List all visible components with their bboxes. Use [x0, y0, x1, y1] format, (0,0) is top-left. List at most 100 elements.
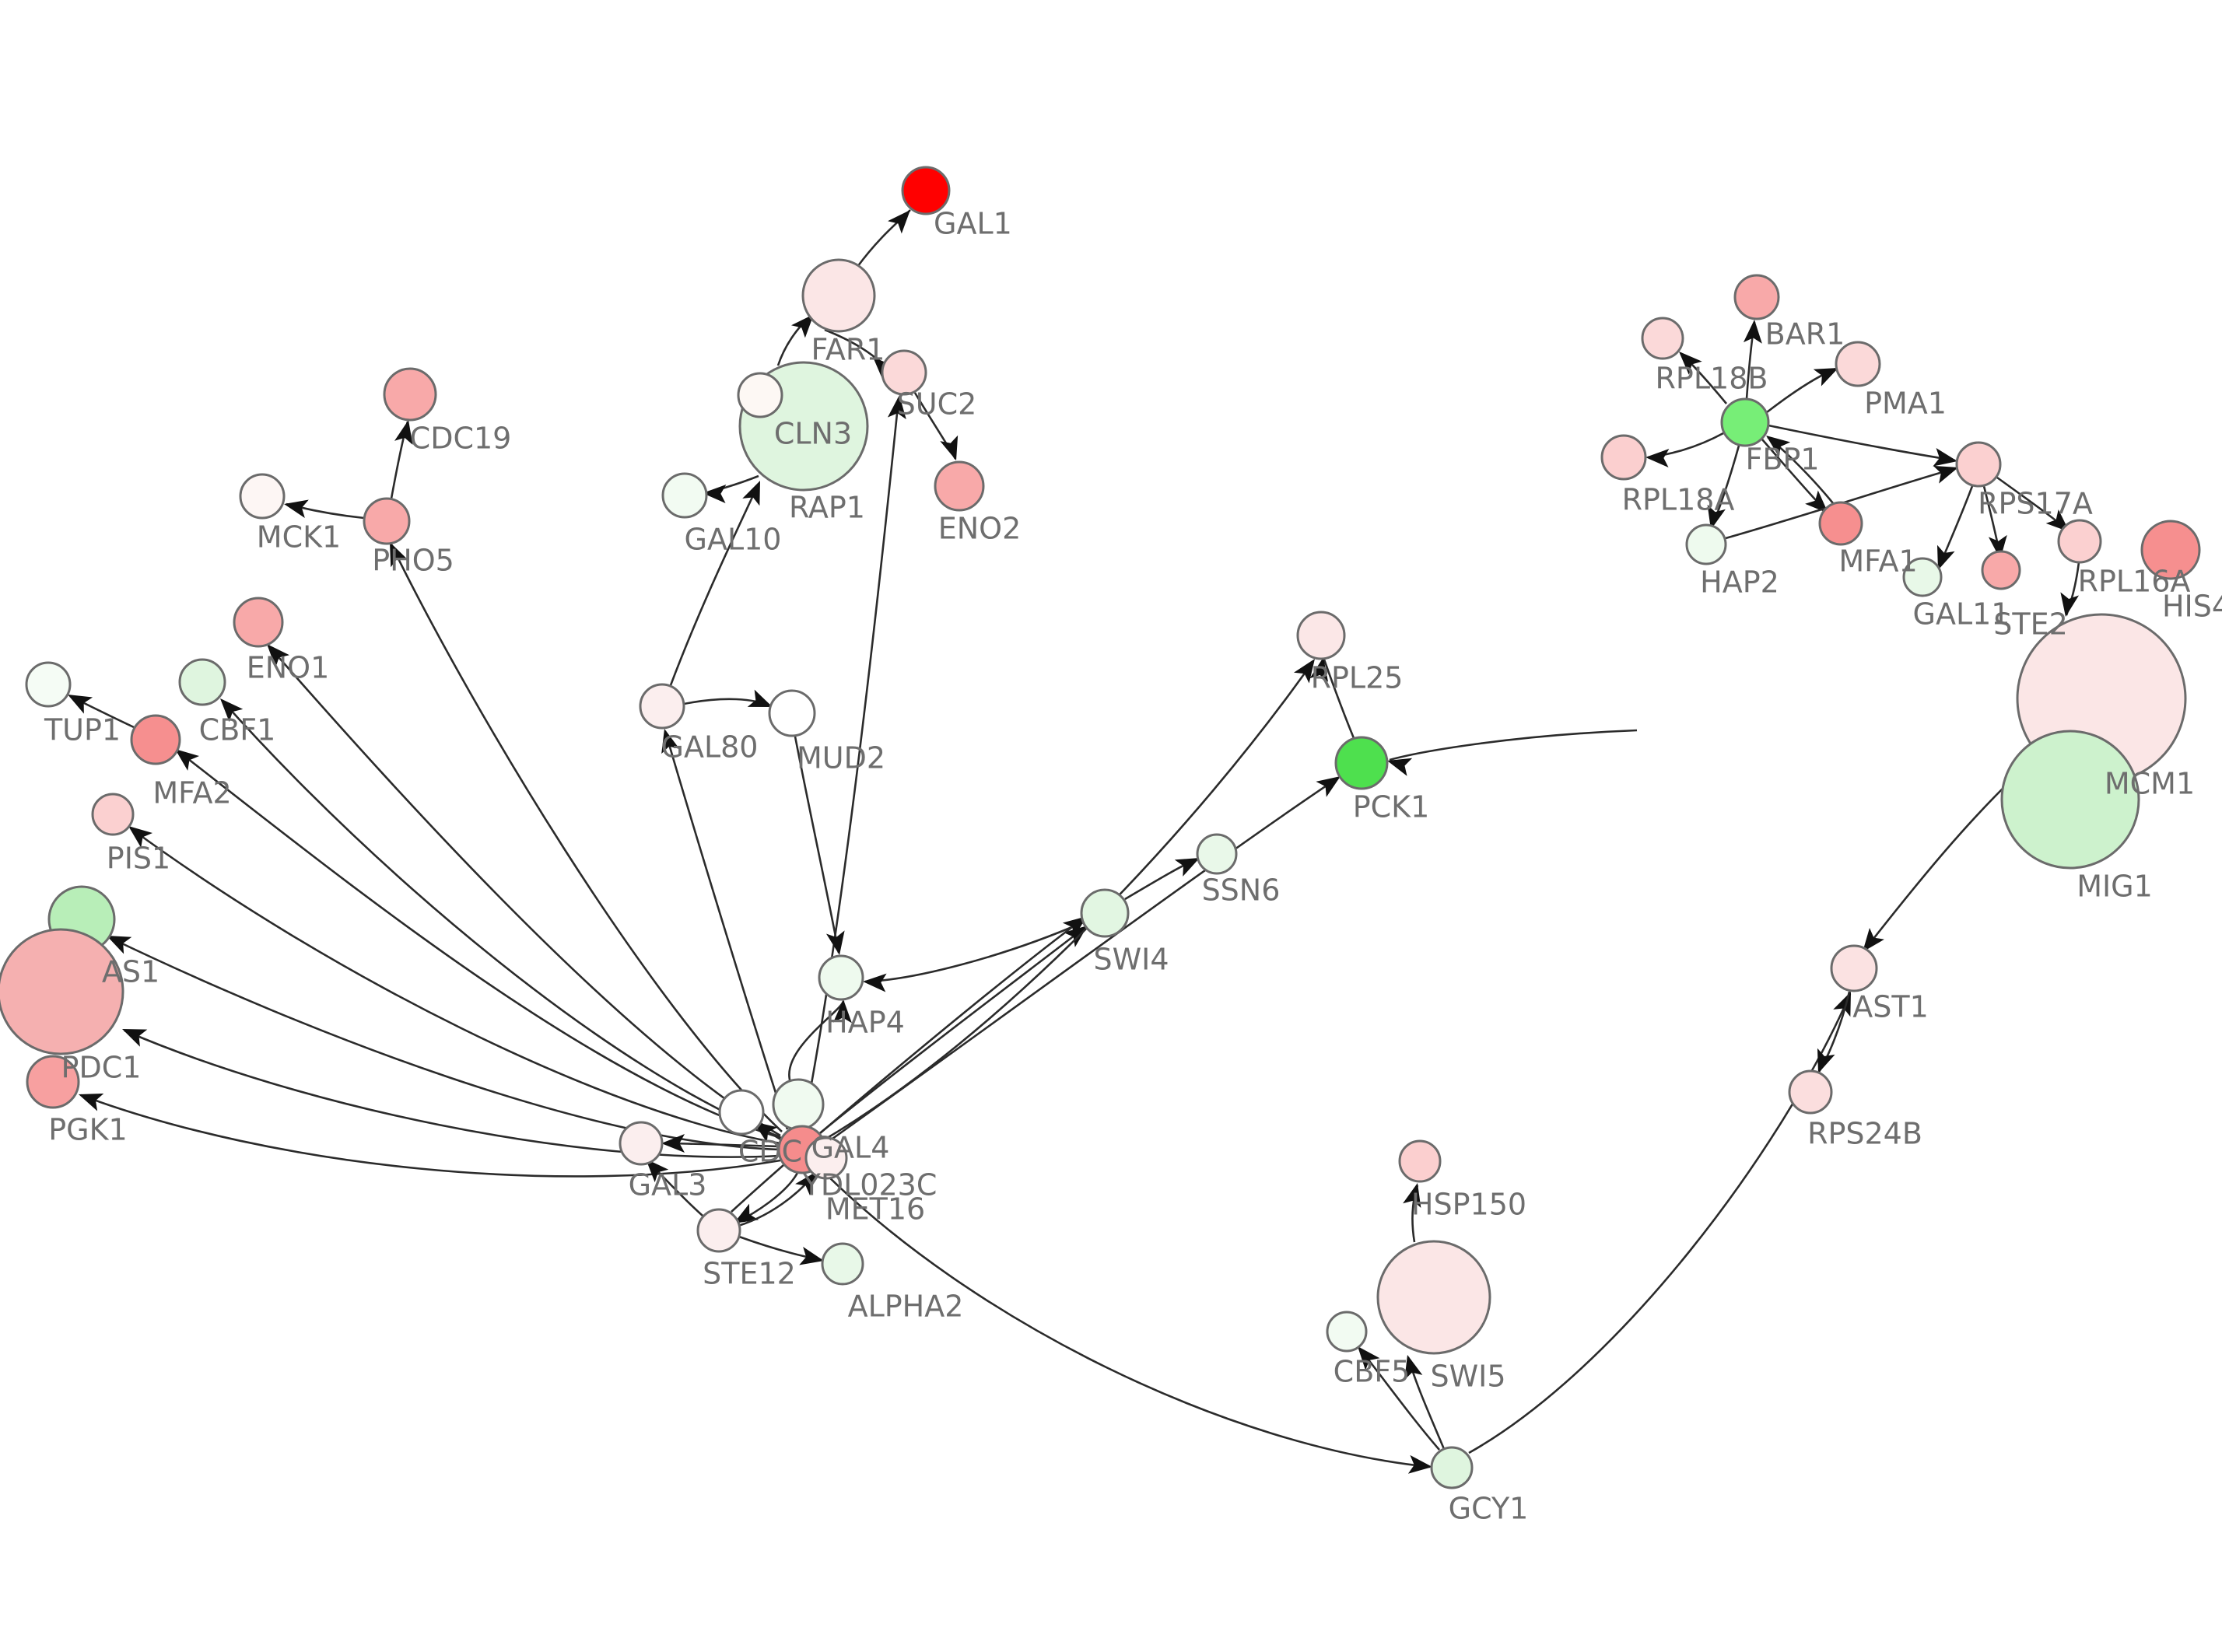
- edge-ast1-to-pck1: [1387, 729, 1638, 776]
- node-ste2[interactable]: [1981, 550, 2021, 590]
- node-eno1[interactable]: [233, 597, 284, 648]
- node-label-mig1: MIG1: [2077, 870, 2153, 904]
- edge-hap2-to-rps17a: [1725, 465, 1958, 540]
- node-swi5[interactable]: [1376, 1240, 1491, 1355]
- edge-ste12-to-gal3: [646, 1159, 703, 1216]
- node-label-his4: HIS4: [2162, 590, 2222, 624]
- node-mig1[interactable]: [2000, 730, 2140, 870]
- node-pgk1[interactable]: [26, 1055, 80, 1109]
- node-gcy1[interactable]: [1430, 1446, 1474, 1489]
- node-mfa1[interactable]: [1818, 501, 1863, 546]
- node-gal10[interactable]: [661, 472, 708, 519]
- node-mck1[interactable]: [239, 473, 286, 520]
- node-gal80[interactable]: [639, 683, 685, 730]
- arrowhead-icon: [646, 1159, 669, 1183]
- node-rap1[interactable]: [737, 372, 783, 418]
- node-label-cbf5: CBF5: [1334, 1355, 1411, 1389]
- node-pdc1[interactable]: [0, 928, 124, 1055]
- edge-gal4-to-as1: [107, 936, 780, 1151]
- node-rps24b[interactable]: [1788, 1069, 1833, 1115]
- edge-pho5-to-cdc19: [390, 420, 413, 499]
- node-met16[interactable]: [772, 1078, 825, 1131]
- node-fbp1[interactable]: [1720, 397, 1770, 447]
- node-rpl25[interactable]: [1296, 611, 1346, 660]
- edge-rpl16a-to-mcm1: [2060, 562, 2080, 617]
- node-rpl16a[interactable]: [2057, 519, 2102, 564]
- node-label-ast1: AST1: [1852, 990, 1929, 1024]
- arrowhead-icon: [1293, 659, 1315, 684]
- node-label-gal3: GAL3: [629, 1168, 707, 1202]
- node-far1[interactable]: [801, 258, 876, 333]
- node-cbf5[interactable]: [1326, 1311, 1368, 1353]
- arrowhead-icon: [791, 314, 814, 338]
- arrowhead-icon: [1387, 758, 1413, 776]
- node-bar1[interactable]: [1733, 274, 1780, 320]
- edge-swi4-to-ssn6: [1124, 857, 1200, 901]
- node-hsp150[interactable]: [1398, 1139, 1442, 1183]
- node-ast1[interactable]: [1830, 944, 1878, 992]
- node-gal1[interactable]: [901, 166, 951, 215]
- node-eno2[interactable]: [934, 460, 985, 512]
- node-label-fbp1: FBP1: [1745, 443, 1819, 477]
- node-label-as1: AS1: [102, 955, 159, 989]
- node-alpha2[interactable]: [821, 1242, 864, 1286]
- node-label-rpl18b: RPL18B: [1656, 362, 1768, 396]
- node-suc2[interactable]: [881, 349, 927, 396]
- node-label-hsp150: HSP150: [1411, 1188, 1526, 1222]
- edge-gal80-to-cln3: [669, 481, 760, 686]
- arrowhead-icon: [863, 973, 887, 992]
- edge-mfa1-to-fbp1: [1766, 436, 1835, 504]
- arrowhead-icon: [284, 499, 309, 518]
- edge-ast1-to-rps24b: [1817, 991, 1851, 1073]
- node-cdc[interactable]: [718, 1089, 765, 1136]
- node-label-eno1: ENO1: [247, 651, 330, 685]
- edge-suc2-to-eno2: [913, 392, 959, 460]
- edge-line: [816, 926, 1086, 1137]
- edge-gal4-to-suc2: [802, 395, 906, 1126]
- arrowhead-icon: [175, 749, 200, 771]
- arrowhead-icon: [799, 1247, 824, 1265]
- arrowhead-icon: [68, 695, 93, 714]
- node-cbf1[interactable]: [178, 658, 226, 706]
- arrowhead-icon: [753, 1122, 778, 1143]
- node-ydl023c[interactable]: [804, 1136, 848, 1180]
- node-cdc19[interactable]: [383, 367, 437, 422]
- node-ste12[interactable]: [696, 1208, 741, 1253]
- node-ssn6[interactable]: [1196, 833, 1238, 875]
- node-his4[interactable]: [2140, 520, 2201, 580]
- edge-cln3-to-gal10: [703, 474, 759, 504]
- node-rps17a[interactable]: [1955, 441, 2002, 488]
- edge-swi4-to-hap4: [863, 921, 1084, 992]
- node-pck1[interactable]: [1334, 736, 1389, 790]
- arrowhead-icon: [1863, 927, 1884, 952]
- arrowhead-icon: [747, 689, 773, 707]
- arrowhead-icon: [1063, 926, 1088, 947]
- edge-line: [864, 921, 1084, 983]
- node-gal11[interactable]: [1902, 557, 1943, 597]
- node-mfa2[interactable]: [130, 714, 181, 765]
- node-gal3[interactable]: [619, 1121, 664, 1166]
- edge-line: [268, 645, 781, 1137]
- node-hap4[interactable]: [818, 954, 864, 1001]
- node-rpl18b[interactable]: [1641, 317, 1684, 360]
- node-pho5[interactable]: [363, 497, 411, 545]
- node-label-met16: MET16: [825, 1192, 925, 1227]
- node-label-pck1: PCK1: [1353, 790, 1430, 824]
- node-swi4[interactable]: [1080, 888, 1130, 938]
- node-label-hap2: HAP2: [1700, 565, 1779, 600]
- arrowhead-icon: [1813, 368, 1838, 387]
- node-label-rpl25: RPL25: [1311, 661, 1404, 695]
- node-hap2[interactable]: [1685, 523, 1727, 565]
- edge-gal4-to-gal80: [661, 729, 789, 1130]
- node-mud2[interactable]: [768, 689, 816, 737]
- node-pis1[interactable]: [91, 793, 135, 836]
- node-rpl18a[interactable]: [1600, 434, 1647, 481]
- node-tup1[interactable]: [25, 661, 72, 708]
- edge-fbp1-to-rpl18b: [1679, 352, 1728, 404]
- arrowhead-icon: [825, 930, 845, 955]
- edge-line: [108, 936, 780, 1151]
- node-pma1[interactable]: [1835, 341, 1881, 387]
- node-label-bar1: BAR1: [1765, 317, 1845, 352]
- edge-line: [818, 1166, 1431, 1468]
